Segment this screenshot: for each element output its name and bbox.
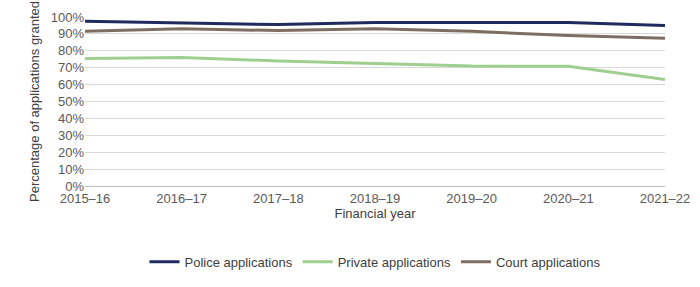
svg-text:40%: 40% — [58, 111, 84, 126]
svg-text:Court applications: Court applications — [496, 255, 601, 270]
svg-text:10%: 10% — [58, 162, 84, 177]
svg-text:Private applications: Private applications — [338, 255, 451, 270]
svg-text:0%: 0% — [65, 179, 84, 194]
svg-text:20%: 20% — [58, 145, 84, 160]
svg-text:2021–22: 2021–22 — [640, 191, 691, 206]
svg-text:Percentage of applications gra: Percentage of applications granted — [27, 1, 42, 202]
svg-text:2017–18: 2017–18 — [253, 191, 304, 206]
svg-text:Financial year: Financial year — [335, 206, 417, 221]
svg-text:2018–19: 2018–19 — [350, 191, 401, 206]
svg-text:100%: 100% — [51, 10, 85, 25]
svg-text:30%: 30% — [58, 128, 84, 143]
svg-text:2016–17: 2016–17 — [156, 191, 207, 206]
svg-text:60%: 60% — [58, 77, 84, 92]
svg-text:Police applications: Police applications — [185, 255, 293, 270]
svg-text:50%: 50% — [58, 94, 84, 109]
svg-text:80%: 80% — [58, 43, 84, 58]
svg-text:2015–16: 2015–16 — [60, 191, 111, 206]
svg-text:2019–20: 2019–20 — [446, 191, 497, 206]
svg-text:2020–21: 2020–21 — [543, 191, 594, 206]
svg-text:90%: 90% — [58, 26, 84, 41]
svg-text:70%: 70% — [58, 60, 84, 75]
